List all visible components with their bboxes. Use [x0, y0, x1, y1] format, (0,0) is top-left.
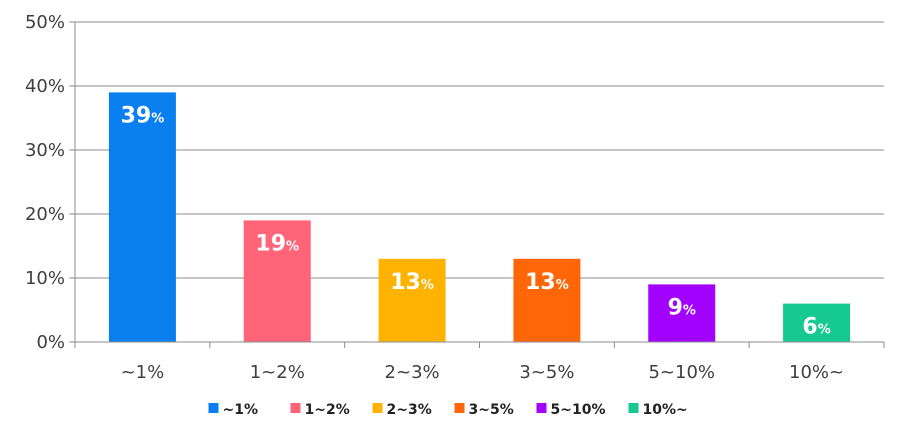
- x-tick-label: ~1%: [121, 362, 165, 383]
- legend-label: 3~5%: [469, 402, 514, 418]
- x-tick-label: 2~3%: [385, 362, 440, 383]
- data-label-value: 13: [390, 270, 421, 295]
- bar-2: [243, 220, 311, 342]
- bars: [108, 92, 851, 343]
- y-tick-label: 0%: [36, 332, 65, 353]
- data-label: 39%: [121, 103, 165, 128]
- y-tick-label: 30%: [25, 140, 65, 161]
- y-tick-label: 50%: [25, 12, 65, 33]
- data-label-unit: %: [151, 111, 164, 126]
- legend-label: 10%~: [643, 402, 688, 418]
- data-label-value: 9: [668, 295, 683, 320]
- legend-item: 5~10%: [536, 402, 606, 418]
- legend-swatch: [628, 403, 639, 413]
- data-label-unit: %: [556, 278, 569, 293]
- data-label-value: 19: [255, 231, 286, 256]
- x-tick-label: 3~5%: [519, 362, 574, 383]
- y-tick-label: 20%: [25, 204, 65, 225]
- legend-label: 5~10%: [551, 402, 606, 418]
- legend-swatch: [372, 403, 383, 413]
- legend-item: 3~5%: [454, 402, 514, 418]
- legend-swatch: [208, 403, 219, 413]
- legend-item: ~1%: [208, 402, 259, 418]
- data-labels: 39%19%13% 13%9%6%: [121, 103, 831, 339]
- y-tick-label: 10%: [25, 268, 65, 289]
- data-label-value: 6: [802, 315, 817, 340]
- data-label-unit: %: [818, 323, 831, 338]
- x-tick-label: 5~10%: [648, 362, 715, 383]
- legend-label: ~1%: [223, 402, 259, 418]
- bar-6: [783, 303, 851, 342]
- data-label: 13%: [390, 270, 434, 295]
- bar-1: [108, 92, 176, 343]
- data-label-unit: %: [683, 303, 696, 318]
- y-tick-labels: 0% 10% 20% 30% 40% 50%: [25, 12, 65, 353]
- legend-item: 1~2%: [290, 402, 350, 418]
- data-label-unit: %: [286, 239, 299, 254]
- data-label: 19%: [255, 231, 299, 256]
- legend-swatch: [536, 403, 547, 413]
- x-tick-labels: ~1% 1~2% 2~3% 3~5% 5~10% 10%~: [121, 362, 845, 383]
- data-label: 6%: [802, 315, 830, 340]
- bar-5: [648, 284, 716, 342]
- bar-4: [513, 258, 581, 342]
- gridlines: [75, 21, 884, 279]
- axes: [69, 21, 885, 348]
- legend: ~1% 1~2% 2~3% 3~5% 5~10% 10%~: [208, 402, 688, 418]
- legend-item: 2~3%: [372, 402, 432, 418]
- legend-label: 1~2%: [305, 402, 350, 418]
- data-label-unit: %: [421, 278, 434, 293]
- data-label-value: 13: [525, 270, 556, 295]
- x-tick-label: 1~2%: [250, 362, 305, 383]
- data-label: 13%: [525, 270, 569, 295]
- data-label: 9%: [668, 295, 696, 320]
- data-label-value: 39: [121, 103, 152, 128]
- x-tick-label: 10%~: [789, 362, 844, 383]
- legend-label: 2~3%: [387, 402, 432, 418]
- legend-swatch: [454, 403, 465, 413]
- legend-swatch: [290, 403, 301, 413]
- legend-item: 10%~: [628, 402, 688, 418]
- bar-3: [378, 258, 446, 342]
- y-tick-label: 40%: [25, 76, 65, 97]
